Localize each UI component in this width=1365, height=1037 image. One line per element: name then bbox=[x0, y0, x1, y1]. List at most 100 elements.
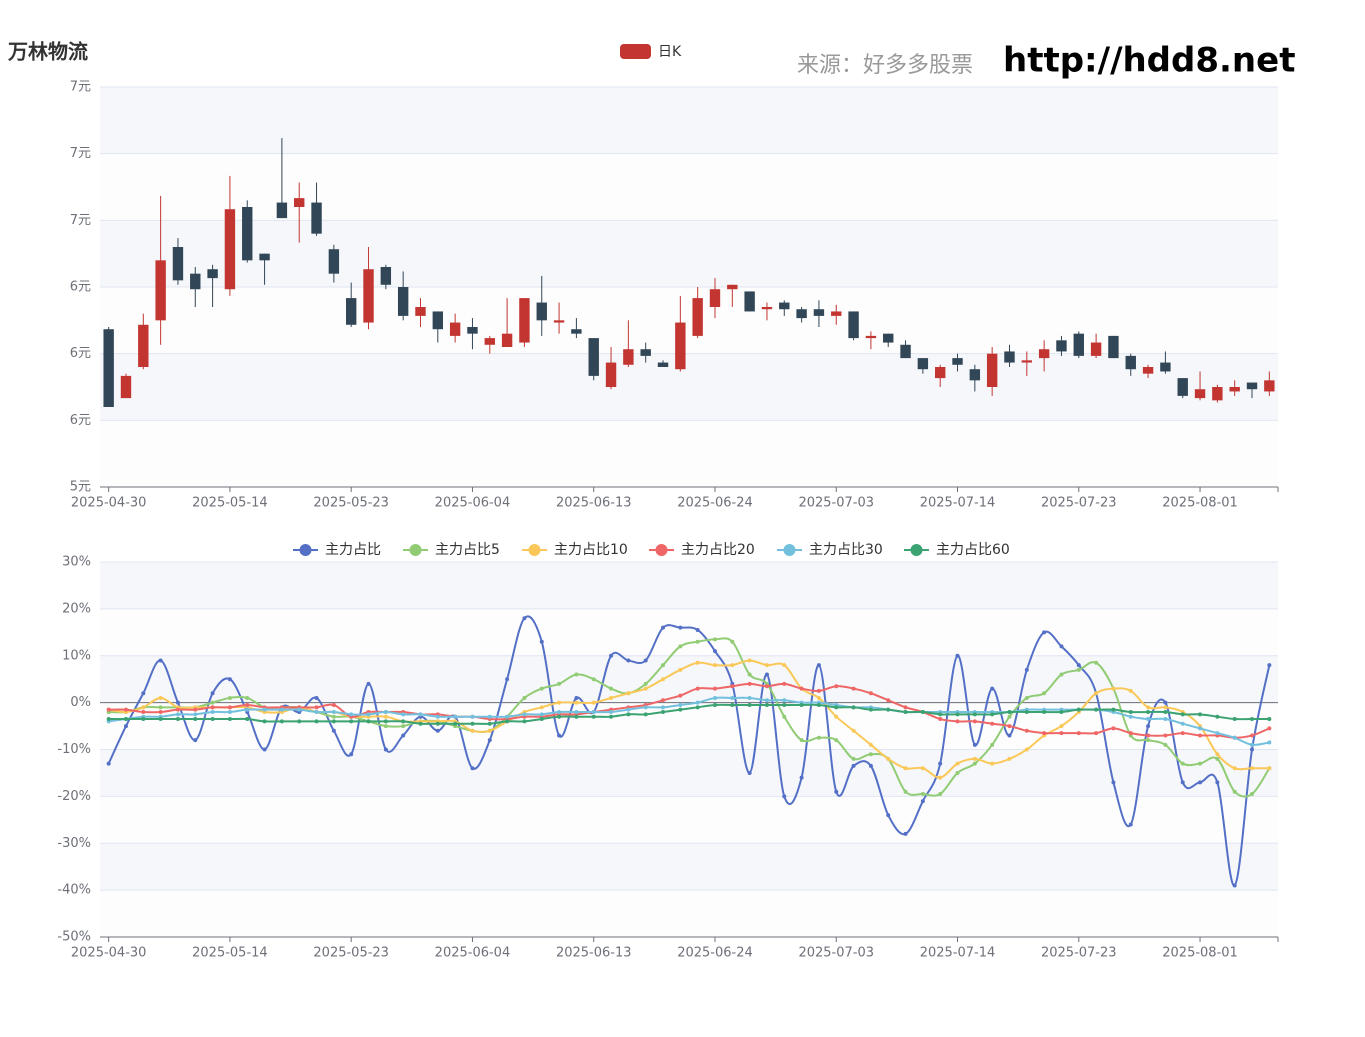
series-point bbox=[314, 710, 319, 714]
series-point bbox=[349, 719, 354, 724]
series-point bbox=[782, 698, 787, 703]
series-point bbox=[227, 677, 232, 682]
series-point bbox=[591, 710, 596, 714]
series-point bbox=[227, 717, 232, 722]
series-point bbox=[990, 742, 995, 747]
series-point bbox=[366, 719, 371, 724]
candle-body bbox=[813, 309, 825, 316]
series-point bbox=[764, 672, 769, 677]
series-point bbox=[175, 700, 180, 705]
x-tick-label: 2025-08-01 bbox=[1162, 946, 1238, 961]
series-point bbox=[661, 663, 666, 668]
x-tick-label: 2025-05-23 bbox=[313, 946, 389, 961]
y-tick-label: 7元 bbox=[70, 146, 91, 161]
series-point bbox=[227, 710, 232, 714]
x-tick-label: 2025-06-04 bbox=[435, 496, 511, 511]
series-point bbox=[401, 724, 406, 729]
candle-body bbox=[345, 298, 357, 325]
series-point bbox=[990, 686, 995, 691]
series-point bbox=[886, 707, 891, 712]
y-tick-label: 6元 bbox=[70, 346, 91, 361]
series-point bbox=[193, 738, 198, 743]
candle-body bbox=[484, 338, 495, 345]
candle-body bbox=[224, 209, 236, 290]
series-point bbox=[1198, 780, 1203, 785]
series-point bbox=[1250, 742, 1255, 747]
series-point bbox=[1232, 717, 1237, 722]
x-tick-label: 2025-07-14 bbox=[920, 946, 996, 961]
series-point bbox=[712, 637, 717, 642]
series-point bbox=[1180, 721, 1185, 726]
y-tick-label: -30% bbox=[57, 836, 91, 851]
series-point bbox=[1007, 724, 1012, 729]
series-point bbox=[245, 707, 250, 712]
candle-body bbox=[692, 298, 703, 336]
series-point bbox=[799, 686, 804, 691]
series-point bbox=[661, 705, 666, 710]
series-point bbox=[314, 719, 319, 724]
series-point bbox=[903, 789, 908, 794]
series-point bbox=[1180, 780, 1185, 785]
candle-body bbox=[1194, 389, 1206, 399]
watermark-source: 来源：好多多股票 bbox=[797, 53, 973, 78]
series-point bbox=[1059, 644, 1064, 649]
series-point bbox=[730, 684, 735, 689]
series-point bbox=[868, 691, 873, 696]
series-point bbox=[453, 714, 458, 719]
series-point bbox=[1267, 663, 1272, 668]
series-point bbox=[505, 719, 510, 724]
candle-body bbox=[172, 247, 184, 281]
series-point bbox=[1007, 756, 1012, 761]
series-point bbox=[331, 702, 336, 707]
series-point bbox=[435, 721, 440, 726]
series-point bbox=[1024, 747, 1029, 752]
candle-body bbox=[588, 338, 599, 376]
series-point bbox=[938, 761, 943, 766]
y-tick-label: 7元 bbox=[70, 213, 91, 228]
series-point bbox=[955, 770, 960, 775]
series-point bbox=[574, 714, 579, 719]
candle-body bbox=[1004, 351, 1015, 363]
series-point bbox=[1024, 667, 1029, 672]
series-point bbox=[747, 681, 752, 686]
series-point bbox=[764, 684, 769, 689]
series-point bbox=[470, 766, 475, 771]
series-point bbox=[972, 712, 977, 717]
series-point bbox=[851, 728, 856, 733]
series-point bbox=[938, 712, 943, 717]
series-point bbox=[349, 712, 354, 717]
series-point bbox=[1215, 756, 1220, 761]
series-point bbox=[539, 705, 544, 710]
series-point bbox=[591, 677, 596, 682]
candle-body bbox=[779, 302, 790, 310]
series-point bbox=[990, 761, 995, 766]
series-point bbox=[366, 681, 371, 686]
candle-body bbox=[1038, 349, 1050, 359]
legend-label: 主力占比60 bbox=[936, 542, 1010, 558]
series-point bbox=[816, 695, 821, 700]
series-point bbox=[834, 789, 839, 794]
series-point bbox=[210, 700, 215, 705]
series-point bbox=[816, 663, 821, 668]
y-tick-label: 7元 bbox=[70, 80, 91, 95]
x-tick-label: 2025-07-23 bbox=[1041, 946, 1117, 961]
y-tick-label: 6元 bbox=[70, 280, 91, 295]
candle-body bbox=[1090, 342, 1102, 356]
series-point bbox=[730, 663, 735, 668]
series-point bbox=[193, 707, 198, 712]
series-point bbox=[990, 712, 995, 717]
series-point bbox=[245, 702, 250, 707]
candle-body bbox=[155, 260, 166, 321]
candle-body bbox=[831, 311, 842, 316]
series-point bbox=[1094, 660, 1099, 665]
series-point bbox=[643, 681, 648, 686]
candle-body bbox=[363, 269, 374, 323]
candle-body bbox=[727, 284, 738, 290]
series-point bbox=[279, 719, 284, 724]
series-point bbox=[557, 733, 562, 738]
series-point bbox=[1094, 691, 1099, 696]
series-point bbox=[418, 721, 423, 726]
series-point bbox=[366, 712, 371, 717]
series-point bbox=[158, 717, 163, 722]
series-point bbox=[331, 728, 336, 733]
